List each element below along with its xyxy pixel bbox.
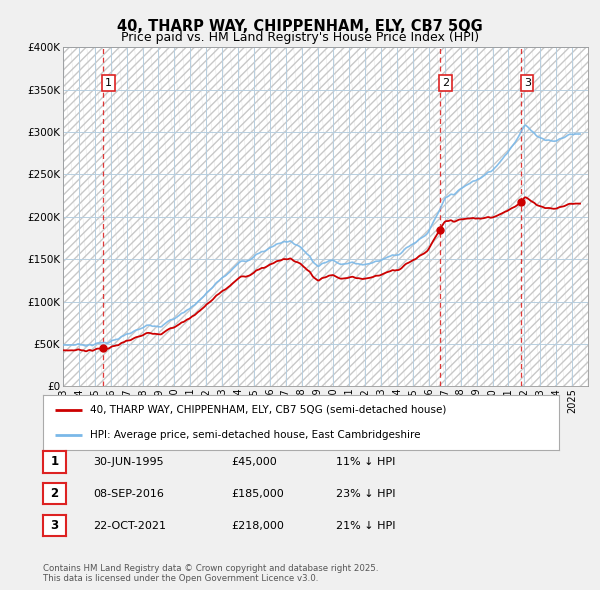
Text: 08-SEP-2016: 08-SEP-2016: [93, 489, 164, 499]
Text: £185,000: £185,000: [231, 489, 284, 499]
Text: £45,000: £45,000: [231, 457, 277, 467]
Text: 21% ↓ HPI: 21% ↓ HPI: [336, 521, 395, 530]
Text: 1: 1: [50, 455, 59, 468]
Text: Price paid vs. HM Land Registry's House Price Index (HPI): Price paid vs. HM Land Registry's House …: [121, 31, 479, 44]
Text: 1: 1: [105, 78, 112, 88]
Text: 11% ↓ HPI: 11% ↓ HPI: [336, 457, 395, 467]
Text: £218,000: £218,000: [231, 521, 284, 530]
Text: 2: 2: [442, 78, 449, 88]
Text: 3: 3: [50, 519, 59, 532]
Text: 40, THARP WAY, CHIPPENHAM, ELY, CB7 5QG: 40, THARP WAY, CHIPPENHAM, ELY, CB7 5QG: [117, 19, 483, 34]
Text: Contains HM Land Registry data © Crown copyright and database right 2025.
This d: Contains HM Land Registry data © Crown c…: [43, 563, 379, 583]
Text: 40, THARP WAY, CHIPPENHAM, ELY, CB7 5QG (semi-detached house): 40, THARP WAY, CHIPPENHAM, ELY, CB7 5QG …: [89, 405, 446, 415]
Text: 2: 2: [50, 487, 59, 500]
Text: 23% ↓ HPI: 23% ↓ HPI: [336, 489, 395, 499]
Text: 22-OCT-2021: 22-OCT-2021: [93, 521, 166, 530]
Text: HPI: Average price, semi-detached house, East Cambridgeshire: HPI: Average price, semi-detached house,…: [89, 430, 420, 440]
Text: 3: 3: [524, 78, 530, 88]
Text: 30-JUN-1995: 30-JUN-1995: [93, 457, 164, 467]
